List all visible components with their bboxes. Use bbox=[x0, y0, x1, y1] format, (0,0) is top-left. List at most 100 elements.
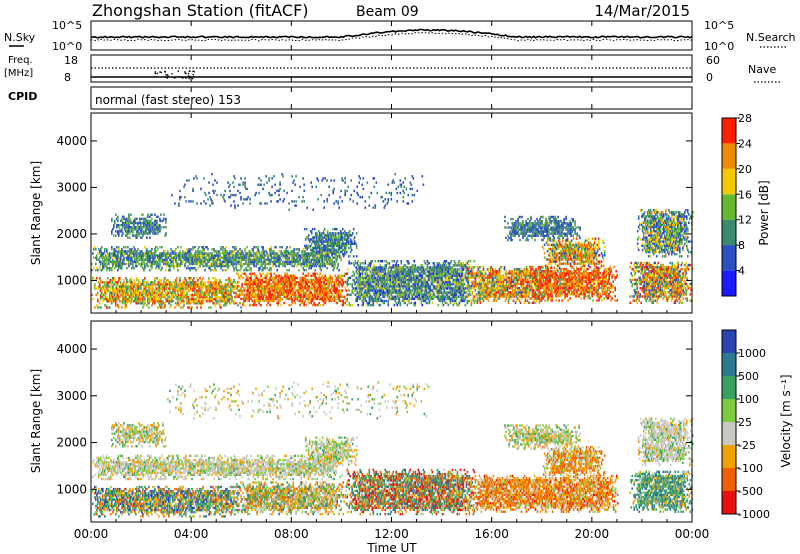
range-gate-cell bbox=[186, 283, 188, 285]
range-gate-cell bbox=[196, 306, 198, 308]
freq-dot bbox=[193, 74, 194, 75]
range-gate-cell bbox=[296, 277, 298, 279]
range-gate-cell bbox=[145, 265, 147, 267]
range-gate-cell bbox=[305, 304, 307, 306]
range-gate-cell bbox=[121, 265, 123, 267]
range-gate-cell bbox=[182, 250, 184, 252]
range-gate-cell bbox=[117, 285, 119, 287]
range-gate-cell bbox=[290, 296, 292, 298]
range-gate-cell bbox=[374, 283, 376, 285]
range-gate-cell bbox=[335, 261, 337, 263]
range-gate-cell bbox=[285, 277, 287, 279]
range-gate-cell bbox=[394, 275, 396, 277]
range-gate-cell bbox=[307, 263, 309, 265]
range-gate-cell bbox=[346, 281, 348, 283]
range-gate-cell bbox=[218, 287, 220, 289]
range-gate-cell bbox=[321, 257, 323, 259]
range-gate-cell bbox=[134, 257, 136, 259]
range-gate-cell bbox=[231, 259, 233, 261]
range-gate-cell bbox=[379, 273, 381, 275]
range-gate-cell bbox=[195, 298, 197, 300]
range-gate-cell bbox=[220, 306, 222, 308]
range-gate-cell bbox=[255, 298, 257, 300]
range-gate-cell bbox=[268, 283, 270, 285]
range-gate-cell bbox=[395, 279, 397, 281]
range-gate-cell bbox=[104, 281, 106, 283]
range-gate-cell bbox=[209, 300, 211, 302]
range-gate-cell bbox=[386, 287, 388, 289]
range-gate-cell bbox=[262, 248, 264, 250]
range-gate-cell bbox=[298, 250, 300, 252]
range-gate-cell bbox=[141, 230, 143, 232]
range-gate-cell bbox=[209, 296, 211, 298]
range-gate-cell bbox=[405, 296, 407, 298]
range-gate-cell bbox=[314, 294, 316, 296]
range-gate-cell bbox=[351, 275, 353, 277]
range-gate-cell bbox=[117, 283, 119, 285]
range-gate-cell bbox=[308, 255, 310, 257]
range-gate-cell bbox=[396, 302, 398, 304]
range-gate-cell bbox=[170, 263, 172, 265]
range-gate-cell bbox=[206, 300, 208, 302]
range-gate-cell bbox=[111, 257, 113, 259]
range-gate-cell bbox=[242, 277, 244, 279]
range-gate-cell bbox=[173, 252, 175, 254]
range-gate-cell bbox=[306, 261, 308, 263]
range-gate-cell bbox=[163, 214, 165, 216]
range-gate-cell bbox=[94, 306, 96, 308]
range-gate-cell bbox=[235, 302, 237, 304]
range-gate-cell bbox=[132, 230, 134, 232]
range-gate-cell bbox=[93, 277, 95, 279]
range-gate-cell bbox=[109, 252, 111, 254]
range-gate-cell bbox=[240, 267, 242, 269]
range-gate-cell bbox=[364, 281, 366, 283]
range-gate-cell bbox=[220, 267, 222, 269]
range-gate-cell bbox=[115, 292, 117, 294]
range-gate-cell bbox=[233, 300, 235, 302]
range-gate-cell bbox=[155, 259, 157, 261]
range-gate-cell bbox=[136, 237, 138, 239]
range-gate-cell bbox=[238, 259, 240, 261]
range-gate-cell bbox=[298, 269, 300, 271]
range-gate-cell bbox=[202, 285, 204, 287]
range-gate-cell bbox=[199, 250, 201, 252]
range-gate-cell bbox=[332, 236, 334, 238]
range-gate-cell bbox=[233, 250, 235, 252]
range-gate-cell bbox=[339, 255, 341, 257]
range-gate-cell bbox=[378, 275, 380, 277]
range-gate-cell bbox=[335, 281, 337, 283]
range-gate-cell bbox=[194, 292, 196, 294]
range-gate-cell bbox=[94, 283, 96, 285]
range-gate-cell bbox=[166, 259, 168, 261]
range-gate-cell bbox=[311, 287, 313, 289]
range-gate-cell bbox=[143, 226, 145, 228]
range-gate-cell bbox=[137, 230, 139, 232]
range-gate-cell bbox=[355, 270, 357, 272]
range-gate-cell bbox=[270, 283, 272, 285]
range-gate-cell bbox=[185, 261, 187, 263]
range-gate-cell bbox=[277, 279, 279, 281]
range-gate-cell bbox=[143, 296, 145, 298]
range-gate-cell bbox=[128, 294, 130, 296]
range-gate-cell bbox=[159, 304, 161, 306]
range-gate-cell bbox=[100, 294, 102, 296]
range-gate-cell bbox=[243, 304, 245, 306]
range-gate-cell bbox=[167, 261, 169, 263]
range-gate-cell bbox=[407, 291, 409, 293]
range-gate-cell bbox=[257, 246, 259, 248]
range-gate-cell bbox=[114, 220, 116, 222]
range-gate-cell bbox=[186, 248, 188, 250]
range-gate-cell bbox=[164, 287, 166, 289]
range-gate-cell bbox=[150, 287, 152, 289]
range-gate-cell bbox=[331, 277, 333, 279]
range-gate-cell bbox=[152, 285, 154, 287]
range-gate-cell bbox=[275, 298, 277, 300]
range-gate-cell bbox=[294, 291, 296, 293]
range-gate-cell bbox=[224, 248, 226, 250]
range-gate-cell bbox=[342, 300, 344, 302]
range-gate-cell bbox=[247, 263, 249, 265]
range-gate-cell bbox=[323, 230, 325, 232]
range-gate-cell bbox=[225, 292, 227, 294]
range-gate-cell bbox=[338, 232, 340, 234]
range-gate-cell bbox=[322, 283, 324, 285]
